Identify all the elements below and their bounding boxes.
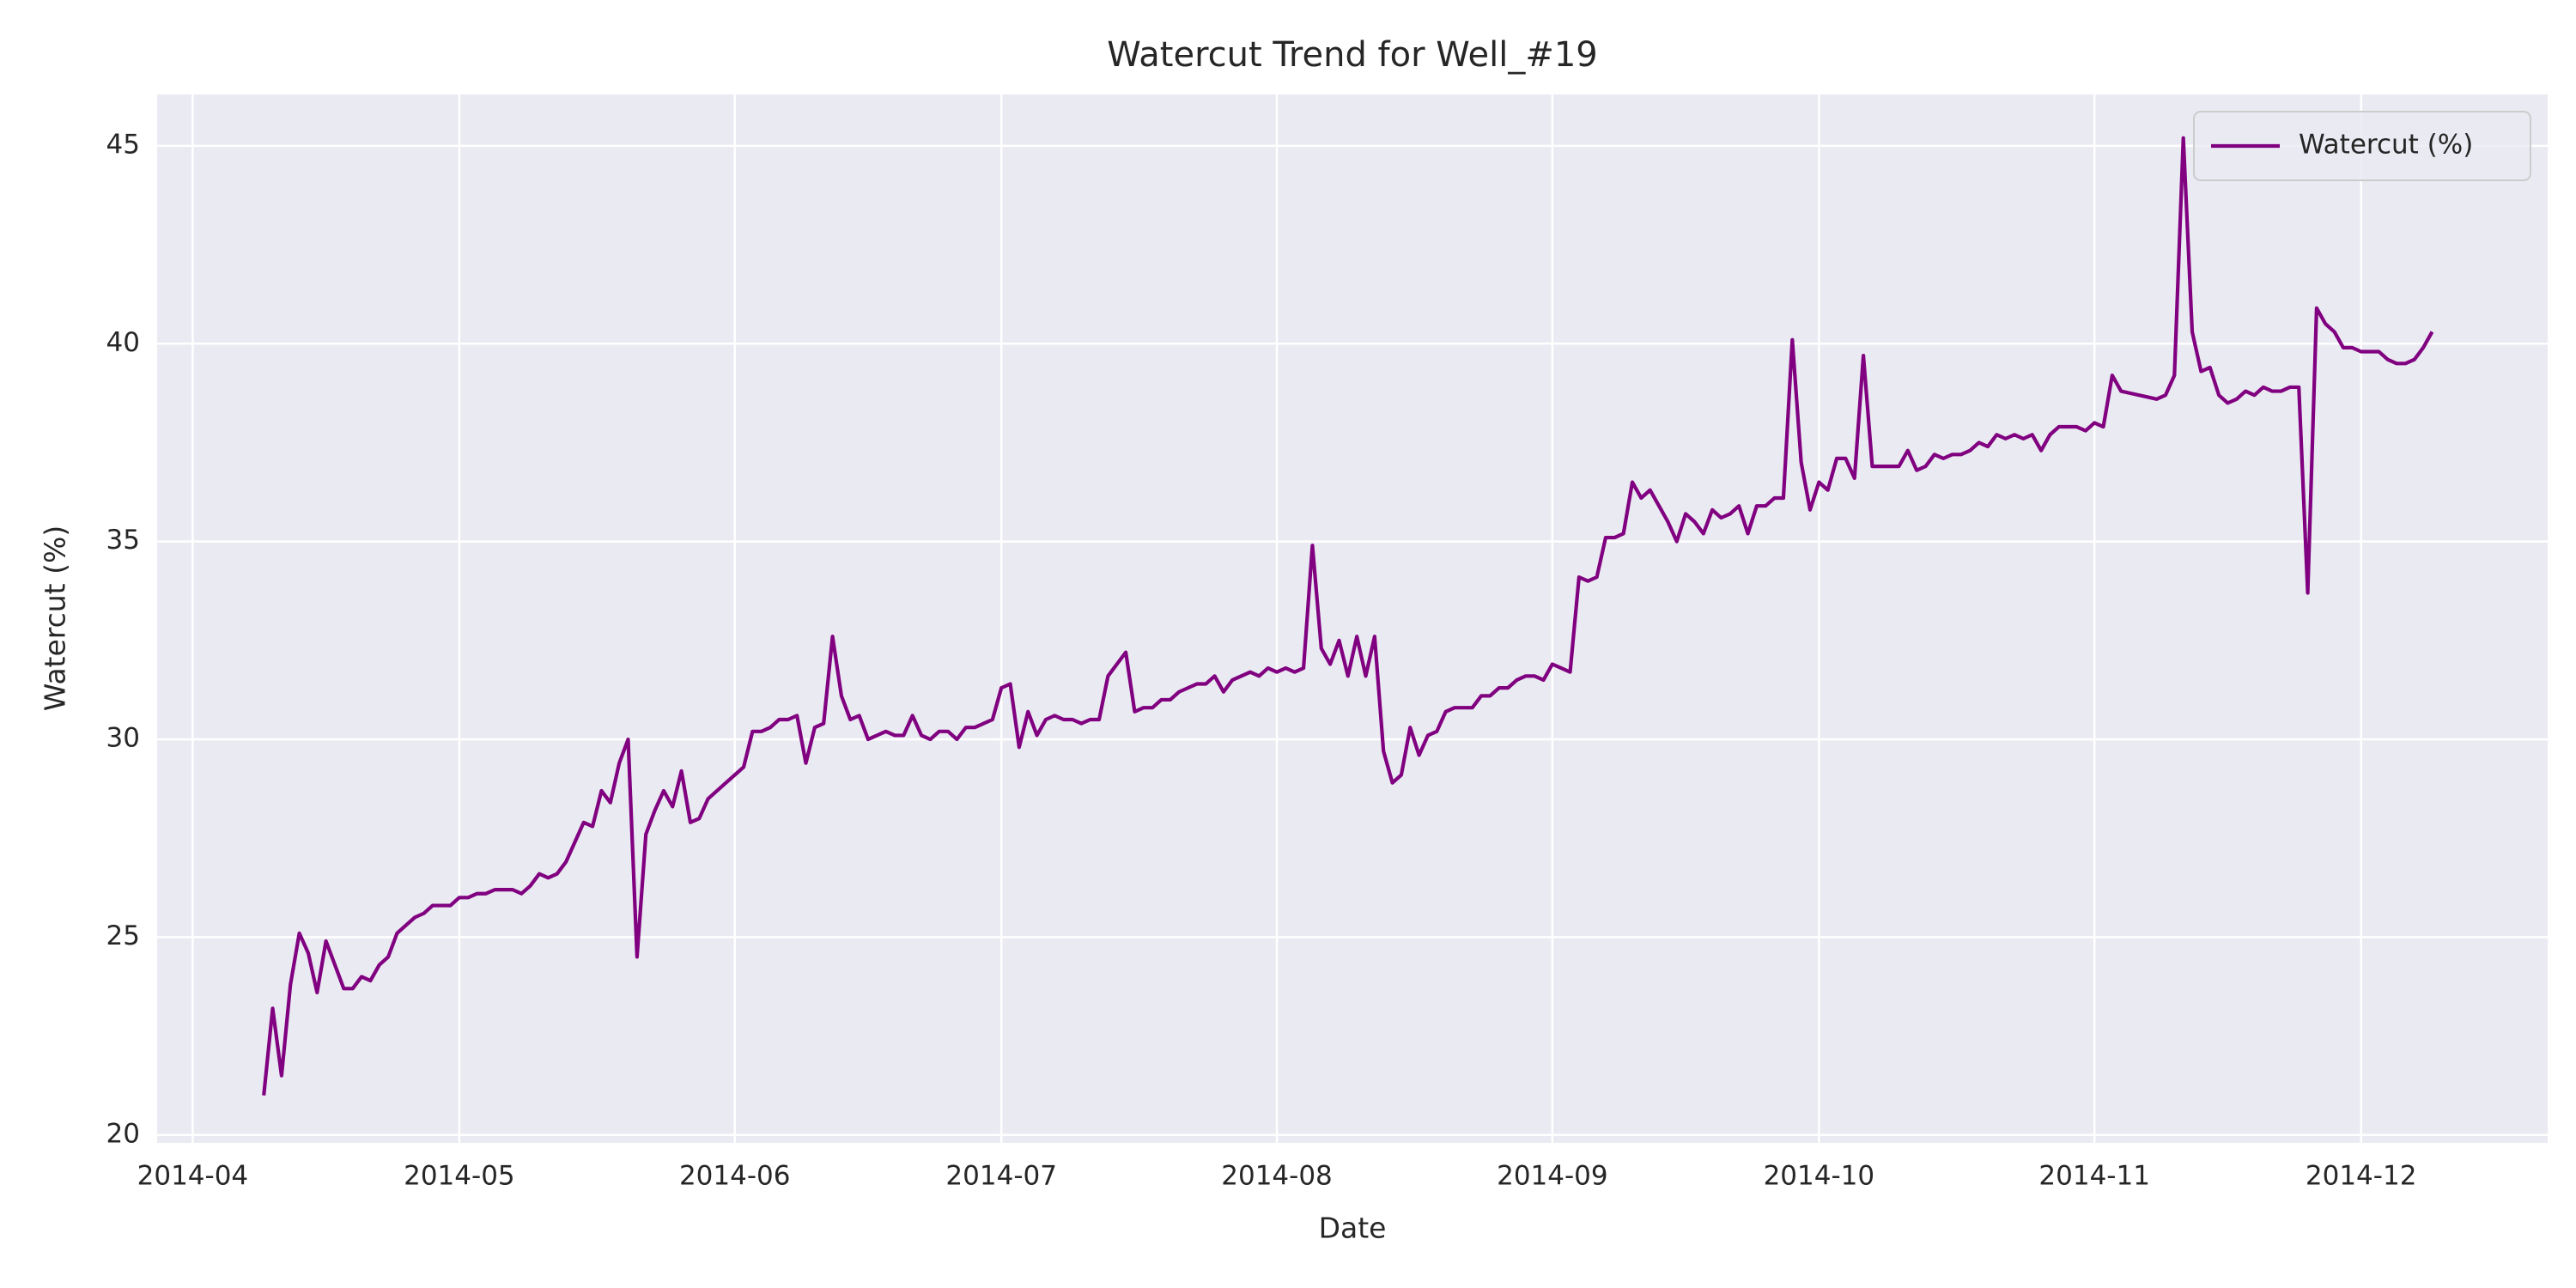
plot-area xyxy=(157,94,2548,1143)
x-tick-label: 2014-12 xyxy=(2306,1161,2417,1192)
chart-title: Watercut Trend for Well_#19 xyxy=(1107,35,1597,75)
x-tick-label: 2014-10 xyxy=(1764,1161,1875,1192)
y-tick-label: 45 xyxy=(106,129,140,160)
y-tick-label: 20 xyxy=(106,1118,140,1149)
y-tick-label: 35 xyxy=(106,525,140,556)
legend-label: Watercut (%) xyxy=(2299,130,2473,161)
y-axis-label: Watercut (%) xyxy=(39,526,72,711)
grid xyxy=(157,94,2548,1143)
x-tick-label: 2014-09 xyxy=(1497,1161,1608,1192)
y-tick-label: 40 xyxy=(106,327,140,358)
data-line xyxy=(262,136,2434,1096)
y-tick-label: 25 xyxy=(106,920,140,951)
x-axis-label: Date xyxy=(1319,1212,1387,1245)
x-tick-label: 2014-11 xyxy=(2038,1161,2150,1192)
y-tick-label: 30 xyxy=(106,723,140,754)
x-tick-label: 2014-08 xyxy=(1221,1161,1333,1192)
legend-box xyxy=(2193,111,2531,181)
x-tick-label: 2014-06 xyxy=(679,1161,791,1192)
x-tick-label: 2014-07 xyxy=(945,1161,1057,1192)
x-tick-label: 2014-04 xyxy=(137,1161,249,1192)
x-tick-label: 2014-05 xyxy=(404,1161,515,1192)
